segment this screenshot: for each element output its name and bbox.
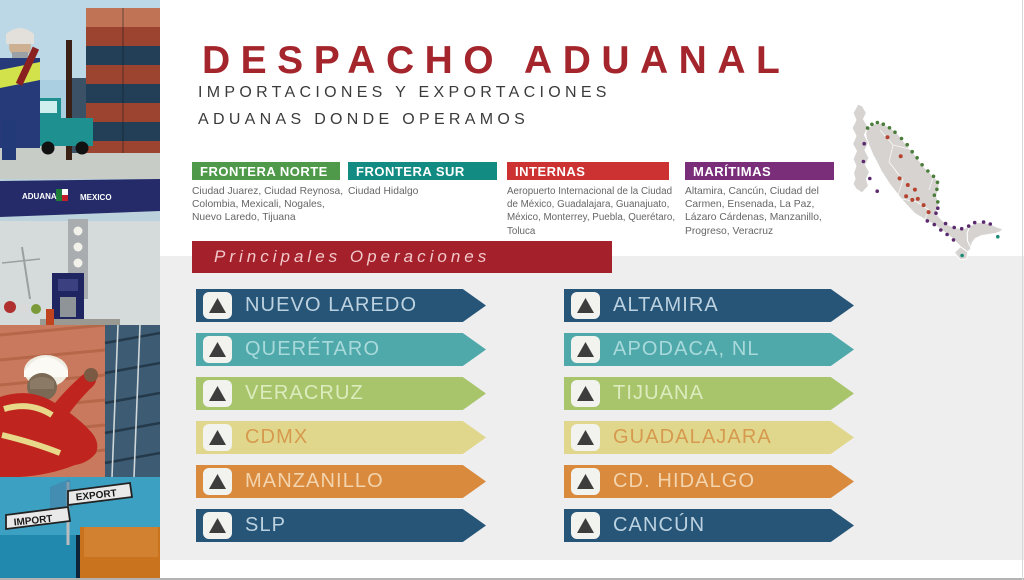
svg-text:MEXICO: MEXICO [80, 193, 112, 202]
svg-text:ADUANA: ADUANA [22, 192, 57, 201]
